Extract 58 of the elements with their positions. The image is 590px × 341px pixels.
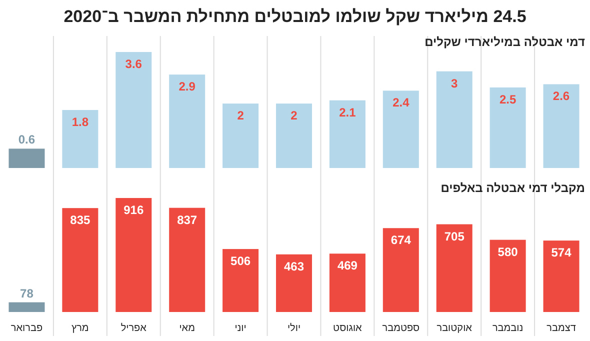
bar bbox=[436, 224, 472, 312]
bar bbox=[436, 71, 472, 168]
bar bbox=[490, 87, 526, 168]
data-label: 3.6 bbox=[125, 57, 142, 71]
x-tick-label: אוגוסט bbox=[333, 323, 363, 334]
chart-subtitle: דמי אבטלה במיליארדי שקלים bbox=[424, 35, 586, 49]
chart-subtitle: מקבלי דמי אבטלה באלפים bbox=[440, 181, 585, 195]
bar bbox=[169, 74, 206, 168]
data-label: 463 bbox=[284, 259, 304, 274]
bar bbox=[8, 302, 45, 312]
bar bbox=[543, 240, 580, 312]
x-tick-label: דצמבר bbox=[546, 323, 576, 334]
data-label: 674 bbox=[390, 233, 412, 248]
x-tick-label: נובמבר bbox=[492, 323, 524, 334]
data-label: 2.9 bbox=[178, 80, 196, 94]
data-label: 837 bbox=[177, 212, 198, 227]
bar bbox=[116, 198, 152, 312]
x-tick-label: יולי bbox=[287, 322, 301, 334]
bar bbox=[62, 208, 98, 312]
data-label: 506 bbox=[230, 254, 251, 268]
data-label: 2.1 bbox=[339, 105, 356, 120]
data-label: 2 bbox=[290, 108, 298, 123]
bar bbox=[276, 104, 312, 168]
data-label: 469 bbox=[337, 258, 358, 273]
bar bbox=[116, 52, 152, 168]
bar bbox=[382, 228, 419, 312]
x-tick-label: מאי bbox=[179, 323, 196, 334]
x-tick-label: יוני bbox=[234, 323, 246, 334]
x-tick-label: מרץ bbox=[72, 323, 89, 334]
data-label: 835 bbox=[70, 213, 91, 228]
data-label: 78 bbox=[20, 286, 34, 300]
data-label: 580 bbox=[498, 244, 518, 259]
data-label: 2.4 bbox=[392, 96, 410, 110]
bar bbox=[329, 254, 366, 312]
bar bbox=[276, 254, 312, 312]
bar bbox=[169, 208, 206, 312]
bar bbox=[490, 240, 526, 312]
data-label: 2 bbox=[237, 108, 244, 123]
bar bbox=[382, 90, 419, 168]
chart-title: 24.5 מיליארד שקל שולמו למובטלים מתחילת המשבר ב־2020 bbox=[64, 7, 526, 26]
x-tick-label: אוקטובר bbox=[436, 323, 473, 334]
bar bbox=[62, 110, 98, 168]
data-label: 2.5 bbox=[499, 92, 516, 106]
bar bbox=[8, 148, 45, 168]
bar bbox=[543, 84, 580, 168]
data-label: 2.6 bbox=[552, 89, 570, 104]
x-tick-label: ספטמבר bbox=[382, 323, 420, 334]
data-label: 574 bbox=[551, 246, 572, 260]
x-tick-label: אפריל bbox=[120, 322, 148, 334]
bar bbox=[222, 249, 259, 312]
data-label: 705 bbox=[444, 229, 465, 244]
data-label: 916 bbox=[124, 203, 144, 217]
bar bbox=[222, 104, 259, 168]
x-tick-label: פברואר bbox=[10, 323, 43, 334]
bar bbox=[329, 100, 366, 168]
data-label: 1.8 bbox=[72, 115, 89, 129]
data-label: 3 bbox=[451, 76, 458, 90]
data-label: 0.6 bbox=[18, 132, 36, 147]
